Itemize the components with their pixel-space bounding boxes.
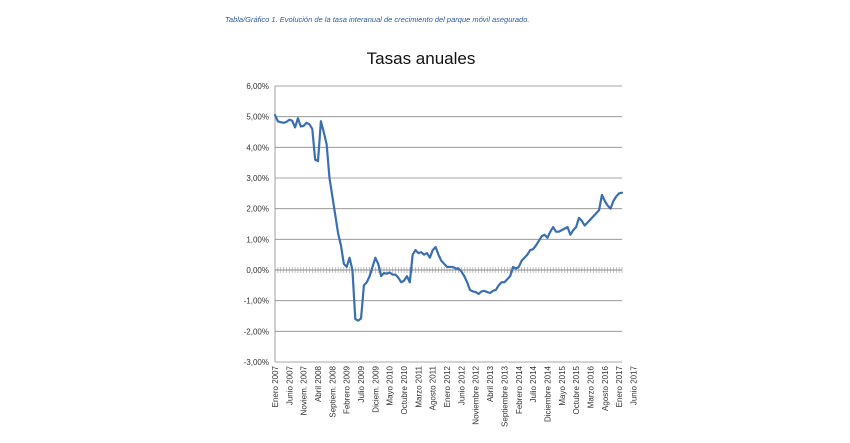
x-tick-label: Abril 2008 [314,365,323,402]
x-tick-label: Octubre 2015 [572,365,581,414]
x-tick-label: Septiembre 2013 [500,365,509,426]
x-tick-label: Mayo 2015 [558,365,567,405]
x-tick-label: Mayo 2010 [386,365,395,405]
y-tick-label: 0,00% [246,266,269,275]
y-tick-label: -1,00% [244,297,269,306]
y-tick-label: 5,00% [246,113,269,122]
x-tick-label: Febrero 2009 [343,365,352,414]
x-tick-label: Febrero 2014 [515,365,524,414]
x-tick-label: Marzo 2011 [414,365,423,407]
x-tick-label: Julio 2009 [357,365,366,402]
x-tick-label: Diciembre 2014 [543,365,552,422]
chart-title: Tasas anuales [367,49,476,68]
y-tick-label: -2,00% [244,327,269,336]
y-tick-label: 6,00% [246,82,269,91]
x-tick-label: Junio 2012 [457,365,466,405]
x-tick-label: Enero 2017 [615,365,624,407]
y-tick-label: -3,00% [244,358,269,367]
x-tick-label: Julio 2014 [529,365,538,402]
y-tick-label: 3,00% [246,174,269,183]
x-tick-label: Noviem. 2007 [300,365,309,415]
x-tick-label: Diciem. 2009 [371,365,380,412]
x-tick-label: Noviembre 2012 [472,365,481,424]
y-tick-label: 2,00% [246,205,269,214]
x-tick-label: Abril 2013 [486,365,495,402]
x-tick-label: Octubre 2010 [400,365,409,414]
y-tick-label: 1,00% [246,235,269,244]
x-tick-label: Enero 2007 [271,365,280,407]
x-tick-label: Junio 2007 [285,365,294,405]
x-tick-label: Enero 2012 [443,365,452,407]
x-tick-label: Septiem. 2008 [328,365,337,417]
x-tick-label: Agosto 2011 [429,365,438,410]
x-tick-label: Agosto 2016 [601,365,610,410]
chart-caption: Tabla/Gráfico 1. Evolución de la tasa in… [225,15,530,24]
y-tick-label: 4,00% [246,143,269,152]
series-line [273,114,624,322]
x-tick-label: Marzo 2016 [586,365,595,408]
x-tick-label: Junio 2017 [629,365,638,405]
